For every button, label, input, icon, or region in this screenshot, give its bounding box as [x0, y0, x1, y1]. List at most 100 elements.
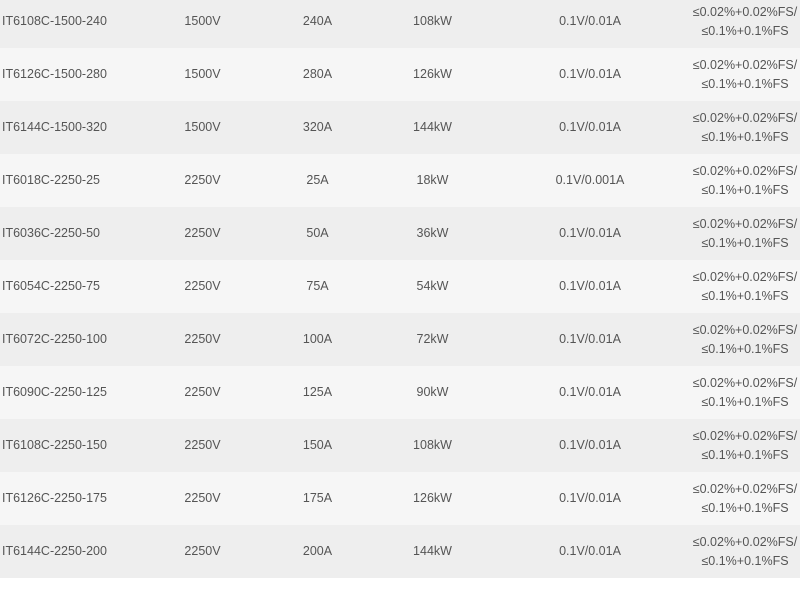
cell-output-current: 200A: [260, 525, 375, 578]
cell-output-voltage: 2250V: [145, 419, 260, 472]
cell-output-voltage: 1500V: [145, 101, 260, 154]
accuracy-line: ≤0.1%+0.1%FS: [701, 129, 789, 144]
cell-output-current: 100A: [260, 313, 375, 366]
cell-output-voltage: 2250V: [145, 154, 260, 207]
cell-output-power: 144kW: [375, 101, 490, 154]
accuracy-line: ≤0.02%+0.02%FS/: [692, 375, 798, 390]
cell-output-voltage: 2250V: [145, 260, 260, 313]
cell-model-number: IT6036C-2250-50: [0, 207, 145, 260]
cell-output-power: 108kW: [375, 419, 490, 472]
cell-readback-accuracy: ≤0.02%+0.02%FS/ ≤0.1%+0.1%FS: [690, 419, 800, 472]
cell-model-number: IT6144C-2250-200: [0, 525, 145, 578]
accuracy-line: ≤0.1%+0.1%FS: [701, 182, 789, 197]
cell-output-current: 175A: [260, 472, 375, 525]
cell-output-current: 150A: [260, 419, 375, 472]
accuracy-line: ≤0.02%+0.02%FS/: [692, 481, 798, 496]
cell-readback-resolution: 0.1V/0.01A: [490, 260, 690, 313]
cell-output-current: 320A: [260, 101, 375, 154]
cell-readback-accuracy: ≤0.02%+0.02%FS/ ≤0.1%+0.1%FS: [690, 366, 800, 419]
cell-output-current: 25A: [260, 154, 375, 207]
accuracy-line: ≤0.02%+0.02%FS/: [692, 428, 798, 443]
cell-model-number: IT6126C-2250-175: [0, 472, 145, 525]
cell-readback-accuracy: ≤0.02%+0.02%FS/ ≤0.1%+0.1%FS: [690, 101, 800, 154]
cell-readback-accuracy: ≤0.02%+0.02%FS/ ≤0.1%+0.1%FS: [690, 48, 800, 101]
accuracy-line: ≤0.02%+0.02%FS/: [692, 4, 798, 19]
table-row: IT6144C-1500-320 1500V 320A 144kW 0.1V/0.01A…: [0, 101, 800, 154]
cell-readback-resolution: 0.1V/0.001A: [490, 154, 690, 207]
cell-model-number: IT6072C-2250-100: [0, 313, 145, 366]
cell-output-power: 72kW: [375, 313, 490, 366]
accuracy-line: ≤0.1%+0.1%FS: [701, 447, 789, 462]
cell-output-power: 54kW: [375, 260, 490, 313]
accuracy-line: ≤0.1%+0.1%FS: [701, 235, 789, 250]
table-row: IT6126C-2250-175 2250V 175A 126kW 0.1V/0.01A…: [0, 472, 800, 525]
cell-output-power: 144kW: [375, 525, 490, 578]
cell-output-current: 125A: [260, 366, 375, 419]
cell-output-voltage: 2250V: [145, 525, 260, 578]
cell-output-voltage: 1500V: [145, 0, 260, 48]
cell-output-voltage: 2250V: [145, 366, 260, 419]
specification-table: IT6108C-1500-240 1500V 240A 108kW 0.1V/0.01A…: [0, 0, 800, 578]
accuracy-line: ≤0.02%+0.02%FS/: [692, 110, 798, 125]
cell-model-number: IT6108C-1500-240: [0, 0, 145, 48]
cell-output-voltage: 2250V: [145, 472, 260, 525]
specification-table-body: IT6108C-1500-240 1500V 240A 108kW 0.1V/0.01A…: [0, 0, 800, 578]
cell-output-voltage: 2250V: [145, 313, 260, 366]
cell-readback-accuracy: ≤0.02%+0.02%FS/ ≤0.1%+0.1%FS: [690, 154, 800, 207]
accuracy-line: ≤0.02%+0.02%FS/: [692, 534, 798, 549]
cell-output-power: 126kW: [375, 472, 490, 525]
accuracy-line: ≤0.1%+0.1%FS: [701, 76, 789, 91]
cell-output-current: 50A: [260, 207, 375, 260]
cell-readback-accuracy: ≤0.02%+0.02%FS/ ≤0.1%+0.1%FS: [690, 525, 800, 578]
accuracy-line: ≤0.1%+0.1%FS: [701, 288, 789, 303]
cell-model-number: IT6054C-2250-75: [0, 260, 145, 313]
cell-output-power: 126kW: [375, 48, 490, 101]
cell-model-number: IT6018C-2250-25: [0, 154, 145, 207]
cell-model-number: IT6126C-1500-280: [0, 48, 145, 101]
cell-readback-resolution: 0.1V/0.01A: [490, 525, 690, 578]
cell-readback-accuracy: ≤0.02%+0.02%FS/ ≤0.1%+0.1%FS: [690, 207, 800, 260]
accuracy-line: ≤0.02%+0.02%FS/: [692, 322, 798, 337]
table-row: IT6054C-2250-75 2250V 75A 54kW 0.1V/0.01A ≤0.…: [0, 260, 800, 313]
cell-output-power: 36kW: [375, 207, 490, 260]
accuracy-line: ≤0.1%+0.1%FS: [701, 23, 789, 38]
cell-readback-resolution: 0.1V/0.01A: [490, 419, 690, 472]
cell-output-current: 75A: [260, 260, 375, 313]
accuracy-line: ≤0.1%+0.1%FS: [701, 500, 789, 515]
accuracy-line: ≤0.02%+0.02%FS/: [692, 57, 798, 72]
cell-output-current: 240A: [260, 0, 375, 48]
table-row: IT6018C-2250-25 2250V 25A 18kW 0.1V/0.001A ≤0…: [0, 154, 800, 207]
cell-model-number: IT6108C-2250-150: [0, 419, 145, 472]
cell-readback-resolution: 0.1V/0.01A: [490, 472, 690, 525]
table-row: IT6072C-2250-100 2250V 100A 72kW 0.1V/0.01A ≤…: [0, 313, 800, 366]
table-row: IT6090C-2250-125 2250V 125A 90kW 0.1V/0.01A ≤…: [0, 366, 800, 419]
cell-model-number: IT6090C-2250-125: [0, 366, 145, 419]
cell-readback-resolution: 0.1V/0.01A: [490, 101, 690, 154]
accuracy-line: ≤0.02%+0.02%FS/: [692, 269, 798, 284]
cell-readback-resolution: 0.1V/0.01A: [490, 313, 690, 366]
accuracy-line: ≤0.1%+0.1%FS: [701, 394, 789, 409]
cell-readback-accuracy: ≤0.02%+0.02%FS/ ≤0.1%+0.1%FS: [690, 313, 800, 366]
accuracy-line: ≤0.02%+0.02%FS/: [692, 216, 798, 231]
table-row: IT6036C-2250-50 2250V 50A 36kW 0.1V/0.01A ≤0.…: [0, 207, 800, 260]
accuracy-line: ≤0.02%+0.02%FS/: [692, 163, 798, 178]
cell-output-power: 90kW: [375, 366, 490, 419]
cell-readback-accuracy: ≤0.02%+0.02%FS/ ≤0.1%+0.1%FS: [690, 472, 800, 525]
cell-output-voltage: 2250V: [145, 207, 260, 260]
cell-model-number: IT6144C-1500-320: [0, 101, 145, 154]
cell-readback-resolution: 0.1V/0.01A: [490, 0, 690, 48]
cell-output-power: 18kW: [375, 154, 490, 207]
cell-readback-accuracy: ≤0.02%+0.02%FS/ ≤0.1%+0.1%FS: [690, 260, 800, 313]
cell-readback-resolution: 0.1V/0.01A: [490, 207, 690, 260]
cell-readback-accuracy: ≤0.02%+0.02%FS/ ≤0.1%+0.1%FS: [690, 0, 800, 48]
cell-output-current: 280A: [260, 48, 375, 101]
cell-readback-resolution: 0.1V/0.01A: [490, 366, 690, 419]
accuracy-line: ≤0.1%+0.1%FS: [701, 553, 789, 568]
accuracy-line: ≤0.1%+0.1%FS: [701, 341, 789, 356]
table-row: IT6108C-2250-150 2250V 150A 108kW 0.1V/0.01A…: [0, 419, 800, 472]
cell-output-power: 108kW: [375, 0, 490, 48]
table-row: IT6108C-1500-240 1500V 240A 108kW 0.1V/0.01A…: [0, 0, 800, 48]
table-row: IT6144C-2250-200 2250V 200A 144kW 0.1V/0.01A…: [0, 525, 800, 578]
cell-output-voltage: 1500V: [145, 48, 260, 101]
cell-readback-resolution: 0.1V/0.01A: [490, 48, 690, 101]
